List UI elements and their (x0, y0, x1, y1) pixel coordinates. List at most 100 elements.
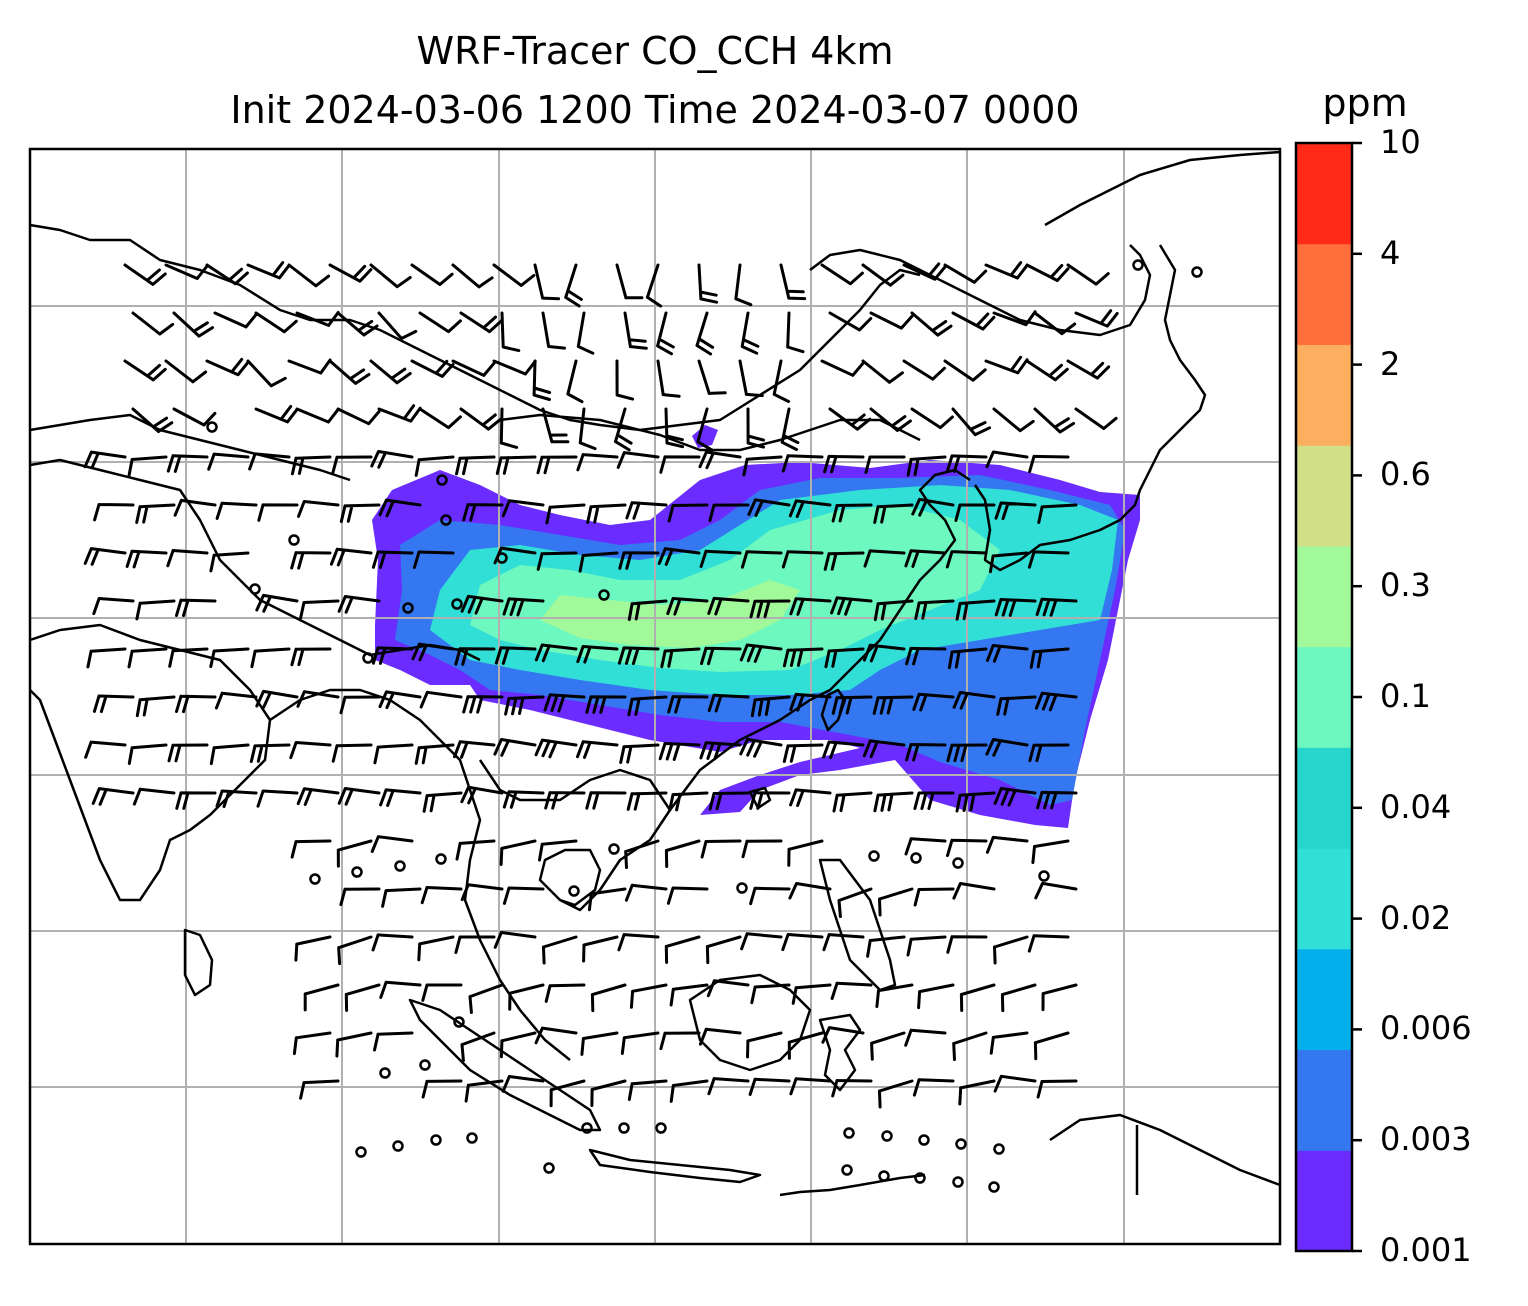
wind-barb (329, 547, 373, 567)
wind-barb (954, 503, 996, 522)
colorbar-tick-label: 0.3 (1380, 566, 1431, 605)
wind-barb (91, 787, 135, 806)
wind-barb (131, 407, 174, 433)
wind-barb (951, 311, 996, 331)
wind-barb (952, 882, 996, 900)
wind-barb (904, 837, 947, 856)
wind-barb (83, 547, 127, 566)
wind-barb (337, 935, 373, 966)
wind-barb (1074, 309, 1119, 328)
wind-barb (1034, 881, 1078, 900)
wind-barb (1028, 454, 1070, 474)
wind-barb (213, 311, 258, 329)
wind-barb (911, 497, 955, 517)
wind-barb (580, 1031, 619, 1056)
wind-barb (331, 455, 373, 475)
border-mongolia (499, 413, 921, 452)
wind-barb (536, 455, 578, 475)
wind-barb (878, 1079, 914, 1109)
wind-barb-calm (466, 1132, 478, 1144)
wind-barb (945, 454, 988, 473)
wind-barb (1033, 311, 1077, 336)
wind-barb (823, 454, 865, 474)
wind-barb (422, 791, 463, 813)
wind-barb (414, 455, 455, 477)
wind-barb (369, 359, 412, 385)
wind-barb (746, 1031, 783, 1059)
wind-barb (781, 933, 824, 952)
wind-barb (578, 407, 597, 451)
wind-barb (708, 503, 750, 523)
wind-barb (656, 311, 675, 356)
wind-barb (873, 599, 914, 622)
wind-barb (667, 503, 709, 523)
wind-barb (781, 454, 824, 473)
wind-barb (494, 646, 537, 665)
wind-barb (697, 263, 719, 304)
wind-barb (586, 503, 627, 524)
wind-barb (747, 498, 791, 517)
wind-barb (706, 979, 750, 998)
wind-barb (328, 263, 373, 283)
wind-barb (946, 743, 988, 763)
wind-barb (666, 886, 709, 905)
wind-barb (541, 407, 570, 444)
wind-barb (453, 740, 496, 759)
wind-barb (534, 643, 578, 663)
wind-barb (669, 983, 709, 1007)
wind-barb (175, 791, 217, 810)
wind-barb (914, 599, 955, 620)
wind-barb (499, 407, 519, 449)
wind-barb (955, 599, 996, 621)
wind-barb (787, 839, 824, 867)
wind-barb (167, 743, 209, 763)
wind-barb (164, 359, 208, 384)
wind-barb (590, 1079, 627, 1107)
colorbar-unit-label: ppm (1322, 81, 1408, 125)
wind-barb (373, 1031, 414, 1052)
coastline-new-guinea (1049, 1113, 1281, 1187)
wind-barb (738, 359, 764, 398)
wind-barb (459, 407, 503, 431)
wind-barb (175, 694, 217, 714)
wind-barb (1066, 359, 1111, 380)
colorbar-tick-label: 0.6 (1380, 455, 1431, 494)
wind-barb-calm (868, 850, 880, 862)
wind-barb (821, 1026, 865, 1044)
wind-barb (823, 551, 865, 571)
wind-barb (370, 835, 414, 853)
wind-barb (945, 550, 988, 569)
wind-barb (707, 1077, 750, 1096)
wind-barb (590, 983, 627, 1013)
wind-barb (248, 452, 291, 471)
wind-barb-calm (362, 652, 374, 664)
wind-barb (913, 791, 955, 810)
wind-barb (294, 935, 332, 962)
wind-barb (132, 787, 176, 806)
wind-barb (125, 549, 168, 569)
wind-barb (659, 455, 701, 474)
wind-barb (255, 689, 299, 709)
wind-barb (869, 407, 912, 432)
wind-barb (993, 1074, 1037, 1093)
colorbar-tick-label: 0.006 (1380, 1009, 1472, 1048)
wind-barb (873, 503, 914, 524)
wind-barb (905, 646, 947, 666)
wind-barb (781, 550, 824, 569)
wind-barb (749, 599, 791, 619)
wind-barb (666, 597, 709, 616)
wind-barb (873, 791, 914, 813)
border-sea (809, 244, 1152, 337)
plume-yellowgreen-layer (540, 580, 800, 648)
wind-barb (127, 647, 168, 669)
wind-barb (658, 742, 701, 761)
wind-barb (789, 597, 832, 616)
wind-barb-calm (351, 866, 363, 878)
wind-barb (779, 263, 807, 301)
wind-barb (296, 690, 340, 708)
wind-barb (669, 1079, 709, 1103)
coastline-java (588, 1148, 762, 1184)
wind-barb (257, 503, 299, 522)
wind-barb (499, 1031, 537, 1059)
wind-barb (460, 785, 504, 805)
